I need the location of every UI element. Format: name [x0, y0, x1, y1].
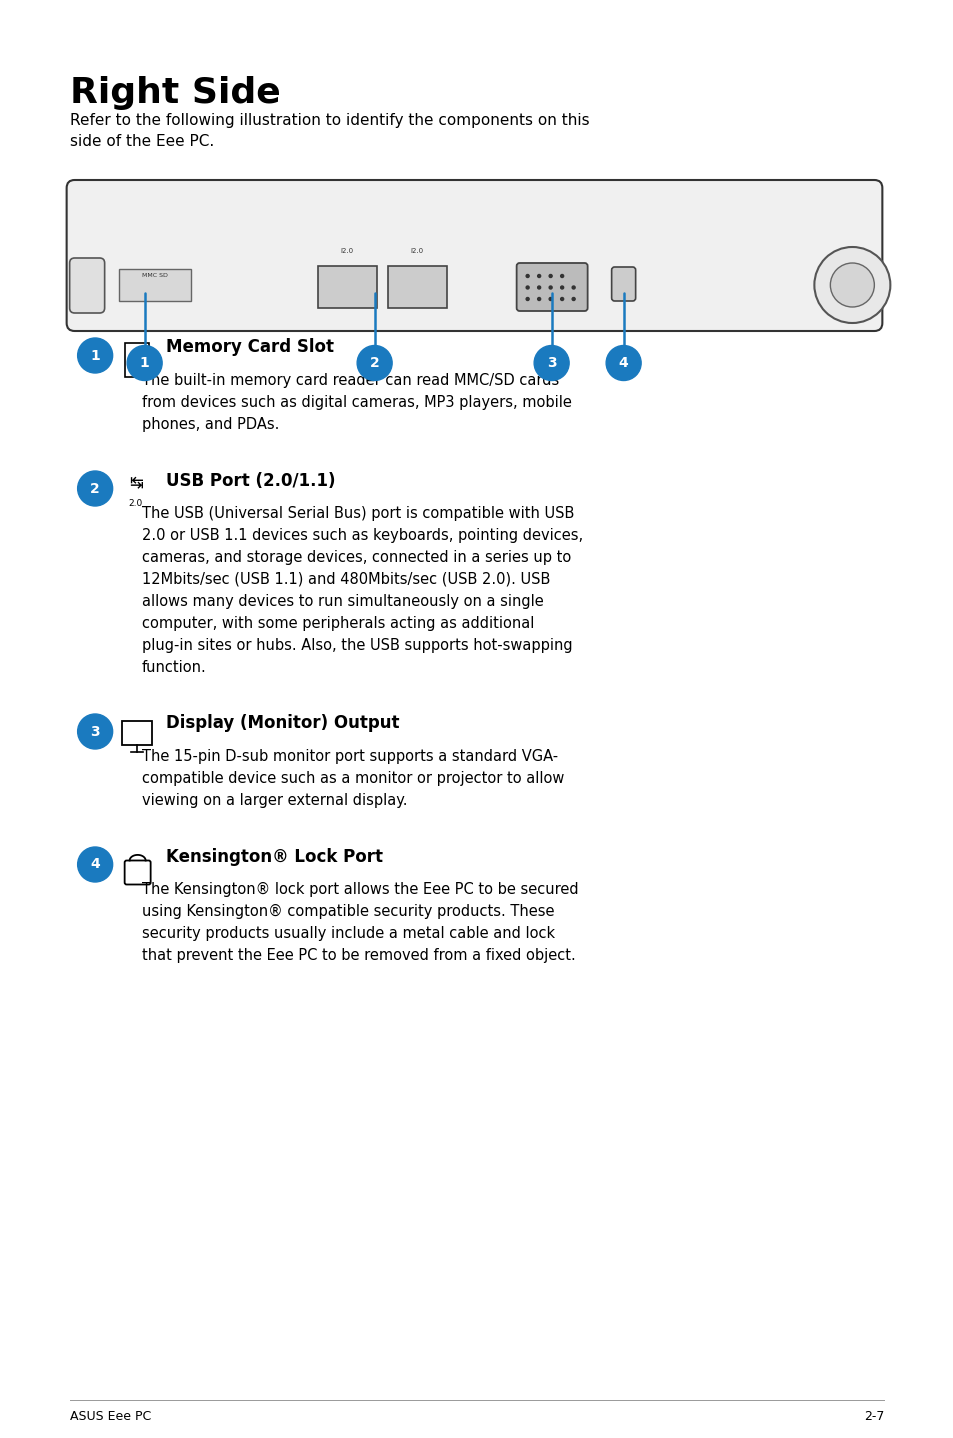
Circle shape: [549, 298, 552, 301]
Circle shape: [572, 298, 575, 301]
FancyBboxPatch shape: [317, 266, 376, 308]
Text: that prevent the Eee PC to be removed from a fixed object.: that prevent the Eee PC to be removed fr…: [141, 948, 575, 963]
Circle shape: [560, 275, 563, 278]
Text: from devices such as digital cameras, MP3 players, mobile: from devices such as digital cameras, MP…: [141, 395, 571, 410]
Text: 1: 1: [140, 357, 150, 370]
Text: MMC SD: MMC SD: [142, 273, 168, 278]
Circle shape: [356, 345, 392, 381]
Text: 4: 4: [91, 857, 100, 871]
Text: plug-in sites or hubs. Also, the USB supports hot-swapping: plug-in sites or hubs. Also, the USB sup…: [141, 638, 572, 653]
Circle shape: [814, 247, 889, 324]
FancyBboxPatch shape: [67, 180, 882, 331]
Text: compatible device such as a monitor or projector to allow: compatible device such as a monitor or p…: [141, 771, 563, 787]
Circle shape: [526, 298, 529, 301]
Text: phones, and PDAs.: phones, and PDAs.: [141, 417, 278, 431]
Circle shape: [537, 286, 540, 289]
Circle shape: [77, 847, 112, 881]
Text: viewing on a larger external display.: viewing on a larger external display.: [141, 792, 407, 808]
Text: security products usually include a metal cable and lock: security products usually include a meta…: [141, 926, 555, 940]
Text: The built-in memory card reader can read MMC/SD cards: The built-in memory card reader can read…: [141, 372, 558, 388]
Text: function.: function.: [141, 660, 206, 674]
Text: 4: 4: [618, 357, 628, 370]
Circle shape: [549, 286, 552, 289]
Text: Memory Card Slot: Memory Card Slot: [166, 338, 334, 357]
Circle shape: [77, 472, 112, 506]
Circle shape: [605, 345, 640, 381]
FancyBboxPatch shape: [70, 257, 105, 313]
Circle shape: [560, 298, 563, 301]
Text: The USB (Universal Serial Bus) port is compatible with USB: The USB (Universal Serial Bus) port is c…: [141, 506, 574, 521]
Circle shape: [829, 263, 874, 306]
Text: ⅰ2.0: ⅰ2.0: [410, 247, 423, 255]
Circle shape: [526, 286, 529, 289]
FancyBboxPatch shape: [611, 267, 635, 301]
Text: Kensington® Lock Port: Kensington® Lock Port: [166, 847, 382, 866]
Circle shape: [534, 345, 569, 381]
Circle shape: [77, 338, 112, 372]
Text: 3: 3: [91, 725, 100, 739]
Text: computer, with some peripherals acting as additional: computer, with some peripherals acting a…: [141, 615, 534, 631]
Text: Display (Monitor) Output: Display (Monitor) Output: [166, 715, 398, 732]
Text: USB Port (2.0/1.1): USB Port (2.0/1.1): [166, 472, 335, 489]
Text: 2.0: 2.0: [129, 499, 143, 508]
Text: 3: 3: [546, 357, 556, 370]
Text: The Kensington® lock port allows the Eee PC to be secured: The Kensington® lock port allows the Eee…: [141, 881, 578, 897]
Text: ↹: ↹: [129, 475, 142, 492]
FancyBboxPatch shape: [118, 269, 191, 301]
Circle shape: [572, 286, 575, 289]
Text: using Kensington® compatible security products. These: using Kensington® compatible security pr…: [141, 905, 554, 919]
Text: 1: 1: [91, 348, 100, 362]
Circle shape: [127, 345, 162, 381]
Text: The 15-pin D-sub monitor port supports a standard VGA-: The 15-pin D-sub monitor port supports a…: [141, 749, 558, 764]
Text: Refer to the following illustration to identify the components on this
side of t: Refer to the following illustration to i…: [70, 114, 589, 150]
Text: M: M: [132, 351, 139, 360]
Circle shape: [537, 298, 540, 301]
Text: ⅰ2.0: ⅰ2.0: [339, 247, 353, 255]
Circle shape: [526, 275, 529, 278]
FancyBboxPatch shape: [387, 266, 446, 308]
Text: 2-7: 2-7: [863, 1411, 883, 1424]
Circle shape: [549, 275, 552, 278]
Text: ASUS Eee PC: ASUS Eee PC: [70, 1411, 151, 1424]
Text: allows many devices to run simultaneously on a single: allows many devices to run simultaneousl…: [141, 594, 543, 610]
Text: Right Side: Right Side: [70, 76, 280, 109]
Text: cameras, and storage devices, connected in a series up to: cameras, and storage devices, connected …: [141, 549, 570, 565]
Text: 2: 2: [91, 482, 100, 496]
Circle shape: [537, 275, 540, 278]
Text: 2: 2: [370, 357, 379, 370]
Circle shape: [77, 715, 112, 749]
Text: M: M: [133, 362, 138, 368]
Text: 2.0 or USB 1.1 devices such as keyboards, pointing devices,: 2.0 or USB 1.1 devices such as keyboards…: [141, 528, 582, 544]
Text: 12Mbits/sec (USB 1.1) and 480Mbits/sec (USB 2.0). USB: 12Mbits/sec (USB 1.1) and 480Mbits/sec (…: [141, 572, 550, 587]
FancyBboxPatch shape: [517, 263, 587, 311]
Circle shape: [560, 286, 563, 289]
